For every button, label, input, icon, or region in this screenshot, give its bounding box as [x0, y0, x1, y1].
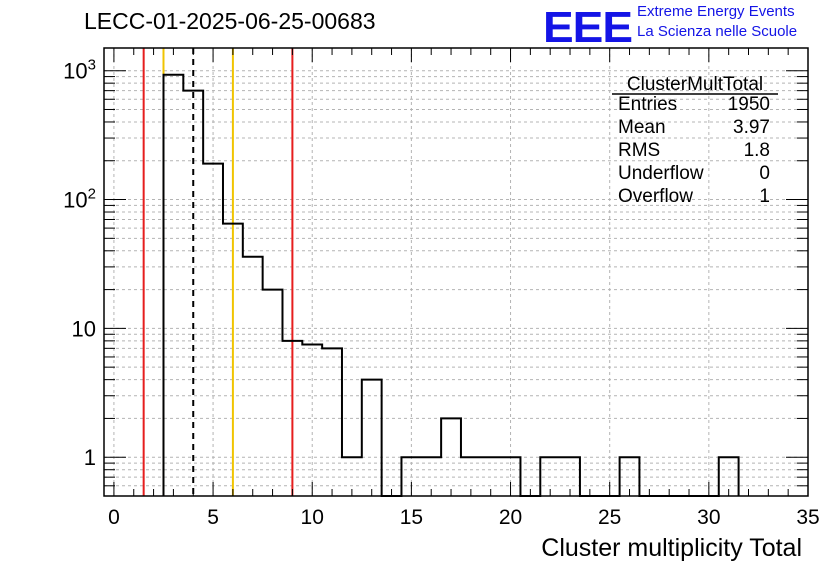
logo-line-2: La Scienza nelle Scuole — [637, 23, 798, 40]
stats-row-value: 3.97 — [733, 117, 770, 138]
histogram-series — [162, 73, 740, 497]
stats-row-value: 1.8 — [744, 140, 770, 161]
stats-row-value: 1 — [759, 186, 770, 207]
y-tick-label: 103 — [63, 57, 96, 84]
stats-row-label: Entries — [618, 94, 677, 115]
x-tick-label: 10 — [301, 506, 324, 529]
logo-line-1: Extreme Energy Events — [637, 3, 795, 20]
stats-row-label: Underflow — [618, 163, 704, 184]
y-tick-label: 10 — [72, 316, 96, 341]
x-axis-label: Cluster multiplicity Total — [541, 534, 802, 562]
grid-lines — [104, 48, 808, 497]
x-tick-label: 30 — [697, 506, 720, 529]
eee-logo-mark: EEE — [543, 2, 633, 52]
stats-row-value: 1950 — [728, 94, 770, 115]
x-tick-label: 25 — [598, 506, 621, 529]
x-tick-label: 15 — [400, 506, 423, 529]
chart-title: LECC-01-2025-06-25-00683 — [84, 8, 376, 34]
stats-row-label: Overflow — [618, 186, 693, 207]
x-tick-label: 0 — [108, 506, 120, 529]
y-tick-label: 1 — [84, 445, 96, 470]
x-tick-label: 35 — [796, 506, 819, 529]
plot-frame — [103, 47, 809, 497]
stats-row-label: RMS — [618, 140, 660, 161]
stats-row-label: Mean — [618, 117, 666, 138]
x-tick-label: 5 — [207, 506, 219, 529]
y-tick-label: 102 — [63, 186, 96, 213]
x-tick-label: 20 — [499, 506, 522, 529]
marker-lines — [142, 48, 294, 496]
stats-row-value: 0 — [759, 163, 770, 184]
stats-title: ClusterMultTotal — [627, 74, 763, 95]
